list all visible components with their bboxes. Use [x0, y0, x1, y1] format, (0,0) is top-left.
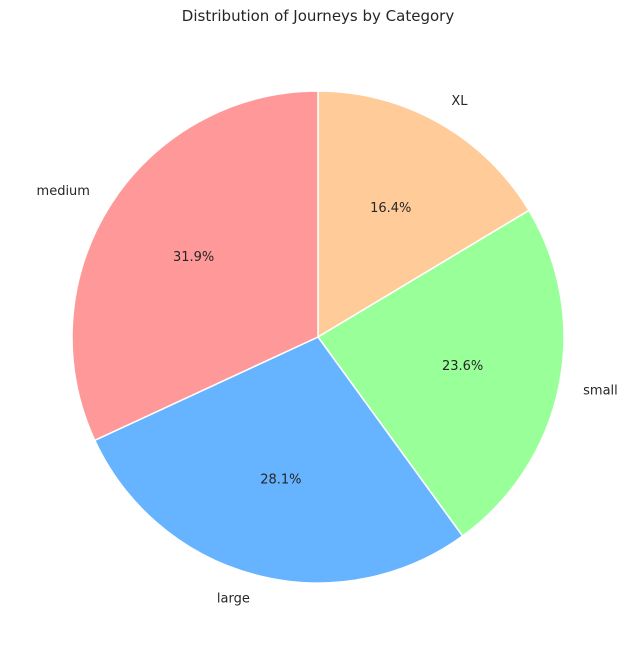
category-label-xl: XL	[451, 94, 468, 109]
pct-label-medium: 31.9%	[173, 250, 214, 265]
category-label-medium: medium	[37, 184, 90, 199]
pct-label-xl: 16.4%	[370, 201, 411, 216]
pie-slices	[71, 90, 565, 584]
category-label-large: large	[217, 591, 250, 606]
category-label-small: small	[583, 384, 618, 399]
pct-label-small: 23.6%	[442, 359, 483, 374]
pie-labels: 16.4% XL 23.6% small 28.1% large 31.9% medium	[37, 94, 618, 606]
pct-label-large: 28.1%	[260, 472, 301, 487]
pie-slice-medium	[71, 90, 319, 442]
pie-slice-small	[316, 209, 565, 538]
chart-title: Distribution of Journeys by Category	[182, 7, 455, 25]
pie-slice-xl	[317, 90, 530, 339]
